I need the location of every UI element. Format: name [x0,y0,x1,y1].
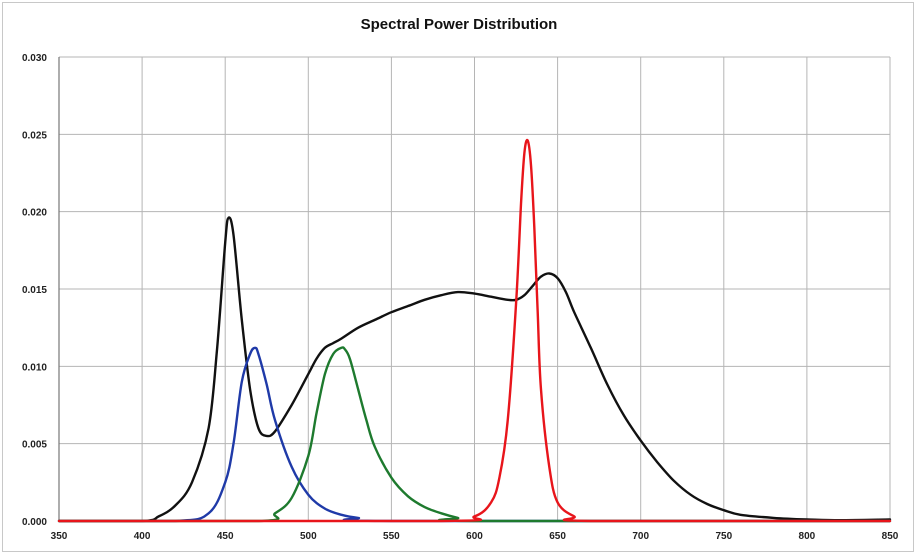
x-tick-label: 700 [632,531,649,542]
x-tick-label: 650 [549,531,566,542]
x-tick-label: 350 [51,531,68,542]
series-red-line [57,138,892,523]
y-tick-label: 0.025 [22,130,47,141]
grid [58,56,891,522]
series-black-line [57,216,892,523]
y-tick-label: 0.010 [22,362,47,373]
x-tick-labels: 350 400 450 500 550 600 650 700 750 800 850 [51,531,899,542]
y-tick-label: 0.015 [22,285,47,296]
x-tick-label: 850 [882,531,899,542]
x-tick-label: 800 [799,531,816,542]
series-blue-line [57,346,892,523]
y-tick-label: 0.000 [22,517,47,528]
x-tick-label: 400 [134,531,151,542]
series-lines [57,138,892,523]
x-tick-label: 500 [300,531,317,542]
x-tick-label: 750 [715,531,732,542]
series-green-line [57,346,892,523]
y-tick-label: 0.020 [22,208,47,219]
chart-title: Spectral Power Distribution [360,16,558,33]
x-tick-label: 450 [217,531,234,542]
x-tick-label: 600 [466,531,483,542]
y-tick-label: 0.005 [22,440,47,451]
x-tick-label: 550 [383,531,400,542]
y-tick-labels: 0.000 0.005 0.010 0.015 0.020 0.025 0.030 [22,53,47,528]
y-tick-label: 0.030 [22,53,47,64]
